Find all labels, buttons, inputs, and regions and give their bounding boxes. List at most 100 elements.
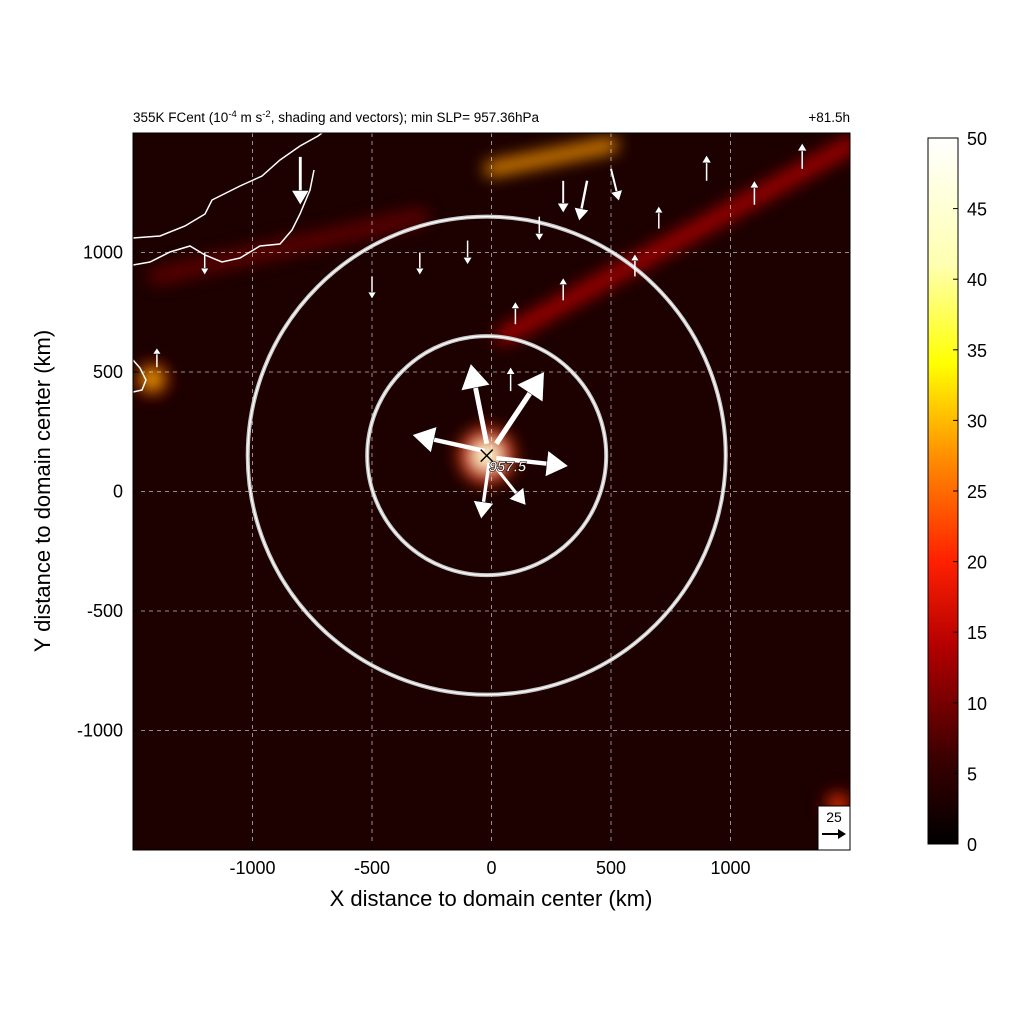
y-tick-label-3: 500 <box>93 362 123 382</box>
x-tick-label-3: 500 <box>596 858 626 878</box>
vector-head-8 <box>573 207 590 222</box>
vector-arrow-4 <box>473 462 495 520</box>
vector-head-18 <box>701 154 712 164</box>
y-tick-label-0: -1000 <box>77 721 123 741</box>
forecast-hour-label: +81.5h <box>808 110 850 125</box>
vector-head-13 <box>367 291 377 300</box>
colorbar-tick-label-1: 5 <box>967 764 977 784</box>
vector-head-3 <box>544 450 569 478</box>
colorbar-tick-label-3: 15 <box>967 623 987 643</box>
vector-head-2 <box>516 371 545 403</box>
vector-arrow-20 <box>797 142 808 169</box>
coastline-main <box>133 133 323 239</box>
vector-arrow-18 <box>701 154 712 181</box>
colorbar-ticks: 0 5 10 15 20 25 30 35 40 45 50 <box>953 129 987 855</box>
title-exponent-2: -2 <box>262 109 270 120</box>
shading-band-5 <box>148 208 429 285</box>
colorbar-tick-label-7: 35 <box>967 341 987 361</box>
vector-shaft-5 <box>492 464 522 499</box>
vector-head-10 <box>534 233 545 242</box>
vector-arrow-22 <box>558 277 568 301</box>
chart-title: 355K FCent (10-4 m s-2, shading and vect… <box>133 109 540 125</box>
colorbar-tick-label-2: 10 <box>967 694 987 714</box>
range-rings <box>245 214 728 697</box>
colorbar-tick-label-9: 45 <box>967 200 987 220</box>
vector-head-0 <box>411 426 438 454</box>
colorbar-tick-label-0: 0 <box>967 835 977 855</box>
reference-vector-box <box>817 805 851 851</box>
x-tick-label-0: -1000 <box>229 858 275 878</box>
vector-arrow-2 <box>494 371 545 446</box>
vector-arrow-8 <box>573 180 590 222</box>
colorbar-tick-label-10: 50 <box>967 129 987 149</box>
colorbar-tick-label-4: 20 <box>967 553 987 573</box>
vector-field <box>152 142 808 520</box>
title-part-1: 355K FCent (10 <box>133 110 228 125</box>
reference-vector-key: 25 <box>817 805 851 851</box>
vector-head-22 <box>558 277 568 285</box>
title-part-3: , shading and vectors); min SLP= 957.36h… <box>271 110 540 125</box>
vector-shaft-8 <box>579 180 589 214</box>
vector-arrow-11 <box>462 240 473 266</box>
vector-arrow-9 <box>610 168 623 202</box>
colorbar-tick-label-8: 40 <box>967 270 987 290</box>
colorbar-tick-label-6: 30 <box>967 411 987 431</box>
vector-head-9 <box>610 189 623 202</box>
vector-head-5 <box>508 486 527 506</box>
coastline-south <box>133 169 315 266</box>
shading-band-3 <box>495 136 850 345</box>
vector-head-20 <box>797 142 808 152</box>
vector-head-6 <box>505 366 516 375</box>
vector-head-4 <box>473 500 495 520</box>
colorbar-tick-label-5: 25 <box>967 482 987 502</box>
vector-arrow-19 <box>749 180 760 205</box>
colorbar: 0 5 10 15 20 25 30 35 40 45 50 <box>927 129 987 855</box>
vector-arrow-5 <box>492 464 527 506</box>
y-tick-label-1: -500 <box>87 601 123 621</box>
range-ring-inner-0 <box>366 335 607 576</box>
reference-vector-label: 25 <box>826 809 842 825</box>
x-tick-label-2: 0 <box>486 858 496 878</box>
vector-head-7 <box>556 202 570 214</box>
vector-arrow-6 <box>505 366 516 392</box>
plot-area: 957.5 <box>133 133 850 850</box>
vector-head-21 <box>630 253 640 261</box>
vector-head-11 <box>462 257 473 266</box>
coastline-island <box>133 359 147 393</box>
vector-head-17 <box>654 205 664 214</box>
shading-blob-1 <box>143 370 161 388</box>
y-tick-label-2: 0 <box>113 482 123 502</box>
vector-head-14 <box>291 190 310 206</box>
x-tick-label-1: -500 <box>354 858 390 878</box>
vector-arrow-16 <box>152 347 162 368</box>
x-tick-label-4: 1000 <box>710 858 750 878</box>
vector-arrow-23 <box>510 301 520 325</box>
y-axis-label: Y distance to domain center (km) <box>30 330 55 652</box>
x-axis-label: X distance to domain center (km) <box>330 886 653 911</box>
vector-shaft-0 <box>424 435 485 454</box>
center-pressure-label: 957.5 <box>489 459 527 476</box>
vector-arrow-14 <box>291 156 310 206</box>
title-part-2: m s <box>237 110 263 125</box>
axes: -1000 -500 0 500 1000 -1000 -500 0 500 1000 <box>77 243 751 879</box>
storm-center: 957.5 <box>480 449 527 476</box>
vector-arrow-10 <box>534 216 545 242</box>
vector-arrow-17 <box>654 205 664 229</box>
center-cross-b <box>480 449 494 463</box>
vector-head-19 <box>749 180 760 189</box>
vector-shaft-2 <box>494 383 538 446</box>
vector-arrow-0 <box>411 426 485 454</box>
vector-head-1 <box>460 363 491 391</box>
vector-arrow-1 <box>460 363 491 445</box>
vector-arrow-13 <box>367 276 377 300</box>
coastline <box>133 133 323 393</box>
range-ring-inner-1 <box>247 216 727 696</box>
shading-band-4 <box>484 137 619 177</box>
vector-shaft-4 <box>480 462 491 509</box>
vector-head-23 <box>510 301 520 309</box>
vector-arrow-21 <box>630 253 640 277</box>
vector-arrow-12 <box>415 252 425 276</box>
vector-arrow-15 <box>200 252 210 276</box>
y-tick-label-4: 1000 <box>83 243 123 263</box>
